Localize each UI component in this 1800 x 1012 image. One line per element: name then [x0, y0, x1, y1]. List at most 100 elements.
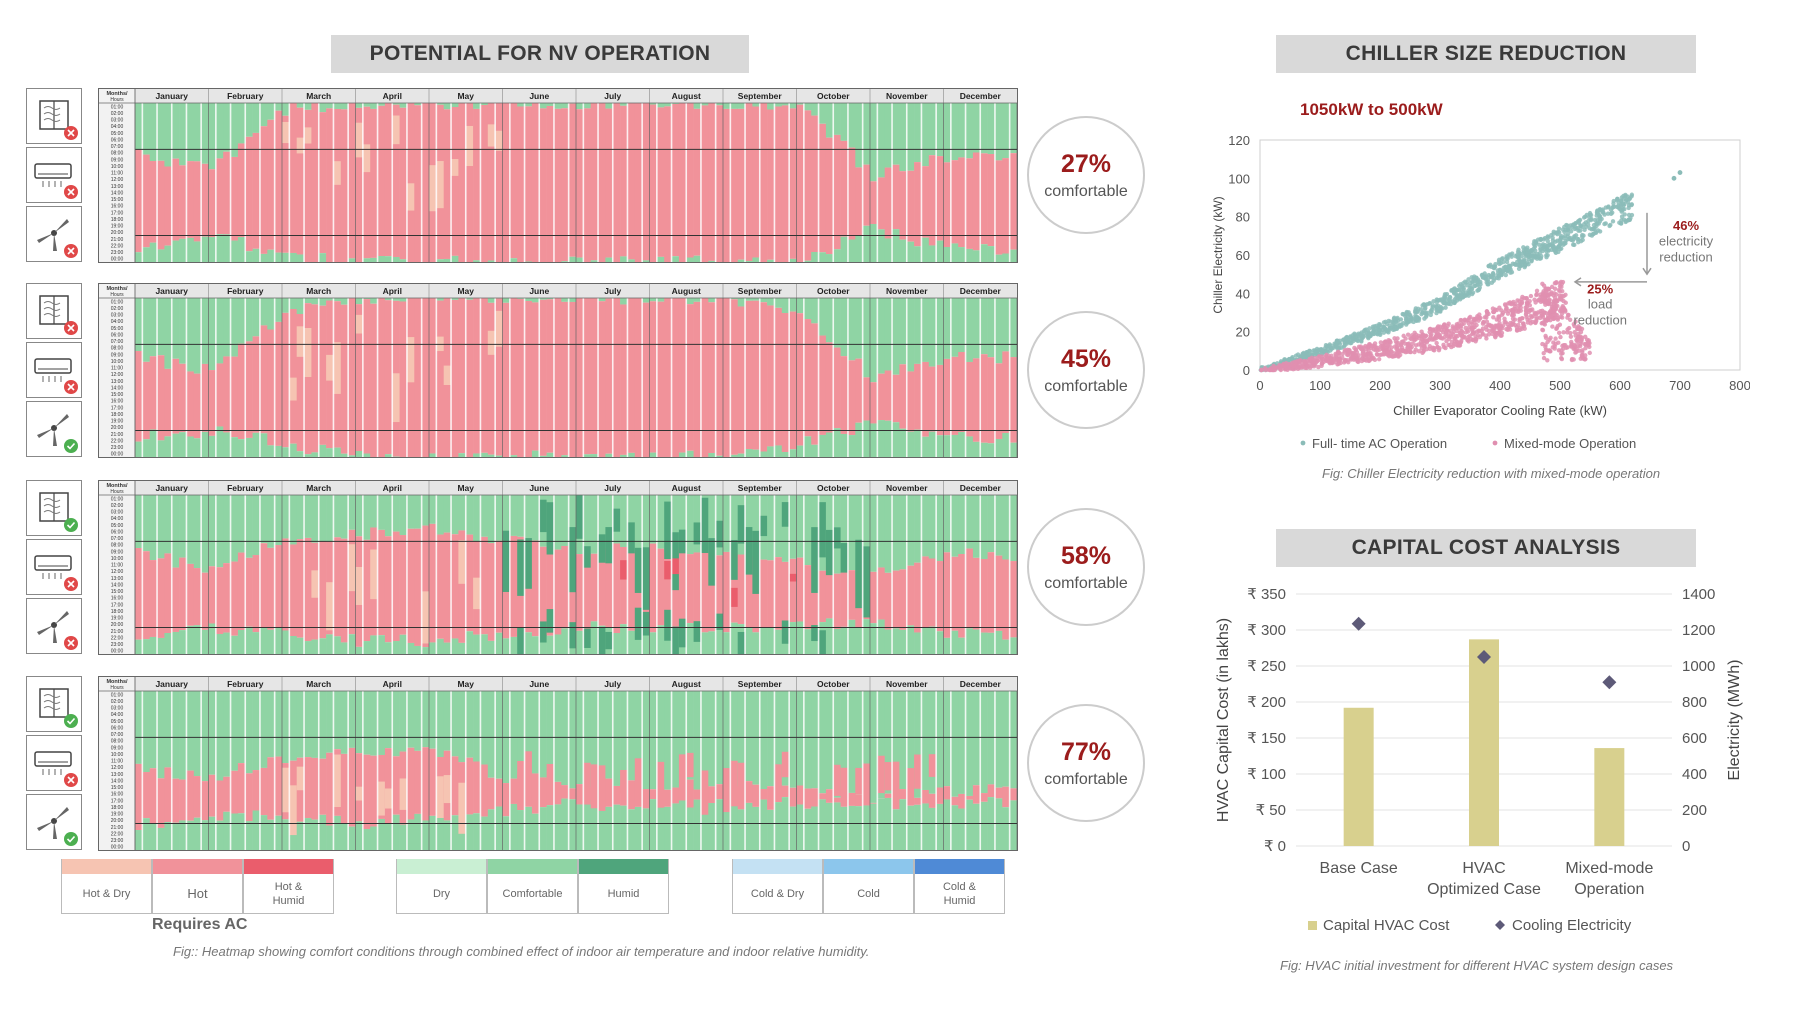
hour-label: 13:00 — [111, 184, 124, 190]
data-point — [1456, 323, 1461, 329]
data-point — [1466, 277, 1471, 282]
hour-label: 21:00 — [111, 629, 124, 635]
data-point — [1671, 175, 1677, 181]
legend-swatch — [824, 859, 913, 874]
legend-item: Hot & Humid — [243, 859, 334, 914]
comfort-label: comfortable — [1044, 182, 1128, 200]
hour-label: 03:00 — [111, 706, 124, 712]
hour-label: 11:00 — [111, 759, 123, 765]
capital-title-banner: CAPITAL COST ANALYSIS — [1276, 529, 1696, 567]
electricity-reduction-label: electricity — [1659, 233, 1714, 248]
header-corner-label: Months/ — [106, 483, 128, 489]
y-tick-label: ₹ 250 — [1247, 658, 1286, 675]
data-point — [1500, 268, 1506, 274]
data-point — [1440, 306, 1445, 311]
data-point — [1446, 342, 1451, 348]
hour-label: 00:00 — [111, 257, 124, 262]
data-point — [1460, 285, 1465, 290]
window-icon — [39, 100, 78, 140]
month-label: December — [960, 483, 1002, 493]
y2-axis-label: Electricity (MWh) — [1726, 660, 1743, 781]
data-point — [1378, 332, 1383, 337]
hour-label: 21:00 — [111, 237, 124, 243]
month-label: March — [306, 286, 331, 296]
data-point — [1387, 354, 1392, 359]
month-label: December — [960, 91, 1002, 101]
data-point — [1460, 295, 1466, 300]
data-point — [1551, 244, 1557, 250]
month-label: August — [672, 91, 701, 101]
comfort-heatmap: Months/Hours January February March April May… — [98, 480, 1018, 655]
hour-label: 04:00 — [111, 124, 124, 130]
load-reduction-label: reduction — [1573, 313, 1626, 328]
hour-label: 16:00 — [111, 204, 124, 210]
data-point — [1623, 192, 1628, 198]
month-label: June — [529, 286, 549, 296]
series-mixed-mode — [1259, 279, 1592, 373]
data-point — [1483, 324, 1489, 329]
data-point — [1591, 222, 1597, 228]
data-point — [1521, 245, 1526, 250]
data-point — [1459, 318, 1464, 323]
data-point — [1392, 336, 1397, 341]
legend-swatch — [153, 859, 242, 874]
data-point — [1454, 328, 1459, 334]
data-point — [1521, 250, 1526, 256]
data-point — [1405, 332, 1411, 337]
data-point — [1436, 328, 1442, 333]
bar — [1594, 748, 1625, 846]
data-point — [1540, 341, 1545, 347]
data-point — [1407, 349, 1413, 355]
heatmap-icons — [26, 283, 84, 457]
data-point — [1572, 330, 1577, 335]
data-point — [1569, 356, 1575, 362]
data-point — [1416, 349, 1422, 354]
hour-label: 02:00 — [111, 111, 124, 117]
window-mode-box — [26, 88, 82, 144]
hour-label: 06:00 — [111, 137, 124, 143]
data-point — [1284, 363, 1290, 368]
hour-label: 10:00 — [111, 752, 124, 758]
data-point — [1519, 299, 1525, 305]
data-point — [1475, 282, 1480, 287]
window-mode-box — [26, 676, 82, 732]
data-point — [1503, 264, 1508, 269]
data-point — [1511, 309, 1516, 314]
electricity-reduction-value: 46% — [1673, 218, 1699, 233]
legend-label: Cold — [857, 887, 880, 900]
data-point — [1561, 330, 1566, 335]
x-axis-label: Chiller Evaporator Cooling Rate (kW) — [1393, 403, 1607, 418]
data-point — [1526, 309, 1532, 315]
data-point — [1376, 356, 1382, 362]
data-point — [1352, 345, 1357, 351]
y2-tick-label: 800 — [1682, 694, 1707, 711]
legend-label: Hot & Dry — [82, 887, 131, 900]
month-label: October — [817, 679, 850, 689]
data-point — [1520, 259, 1525, 265]
data-point — [1615, 197, 1620, 202]
data-point — [1334, 344, 1339, 350]
legend-item: Humid — [578, 859, 669, 914]
data-point — [1259, 367, 1264, 373]
data-point — [1339, 345, 1344, 350]
ceiling-fan-icon — [37, 414, 78, 453]
data-point — [1302, 359, 1308, 365]
data-point — [1476, 287, 1482, 292]
window-mode-box — [26, 283, 82, 339]
data-point — [1422, 337, 1428, 343]
nv-title-banner: POTENTIAL FOR NV OPERATION — [331, 35, 749, 73]
data-point — [1524, 296, 1530, 301]
data-point — [1595, 217, 1600, 223]
data-point — [1622, 206, 1627, 212]
ac-mode-box — [26, 735, 82, 791]
data-point — [1331, 358, 1336, 364]
month-label: July — [604, 286, 621, 296]
month-label: August — [672, 483, 701, 493]
data-point — [1583, 346, 1588, 351]
data-point — [1263, 367, 1268, 373]
month-label: May — [457, 483, 474, 493]
data-point — [1618, 198, 1624, 204]
data-point — [1533, 239, 1538, 244]
y-tick-label: ₹ 200 — [1247, 694, 1286, 711]
hour-label: 13:00 — [111, 772, 124, 778]
